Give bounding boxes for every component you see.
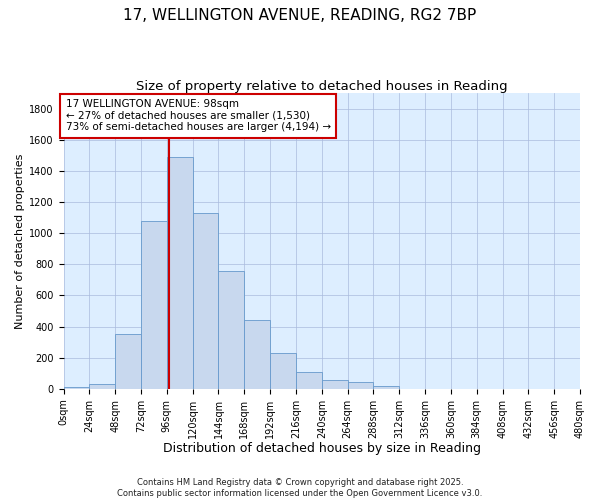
Title: Size of property relative to detached houses in Reading: Size of property relative to detached ho…	[136, 80, 508, 93]
Bar	[193, 213, 218, 389]
Text: 17 WELLINGTON AVENUE: 98sqm
← 27% of detached houses are smaller (1,530)
73% of : 17 WELLINGTON AVENUE: 98sqm ← 27% of det…	[65, 99, 331, 132]
Bar	[89, 384, 115, 389]
Bar	[141, 222, 167, 389]
Bar	[347, 382, 373, 389]
Bar	[296, 372, 322, 389]
Bar	[270, 353, 296, 389]
Y-axis label: Number of detached properties: Number of detached properties	[15, 153, 25, 328]
X-axis label: Distribution of detached houses by size in Reading: Distribution of detached houses by size …	[163, 442, 481, 455]
Bar	[373, 386, 399, 389]
Bar	[244, 320, 270, 389]
Text: Contains HM Land Registry data © Crown copyright and database right 2025.
Contai: Contains HM Land Registry data © Crown c…	[118, 478, 482, 498]
Bar	[167, 157, 193, 389]
Bar	[115, 334, 141, 389]
Bar	[322, 380, 347, 389]
Text: 17, WELLINGTON AVENUE, READING, RG2 7BP: 17, WELLINGTON AVENUE, READING, RG2 7BP	[124, 8, 476, 22]
Bar	[64, 386, 89, 389]
Bar	[218, 270, 244, 389]
